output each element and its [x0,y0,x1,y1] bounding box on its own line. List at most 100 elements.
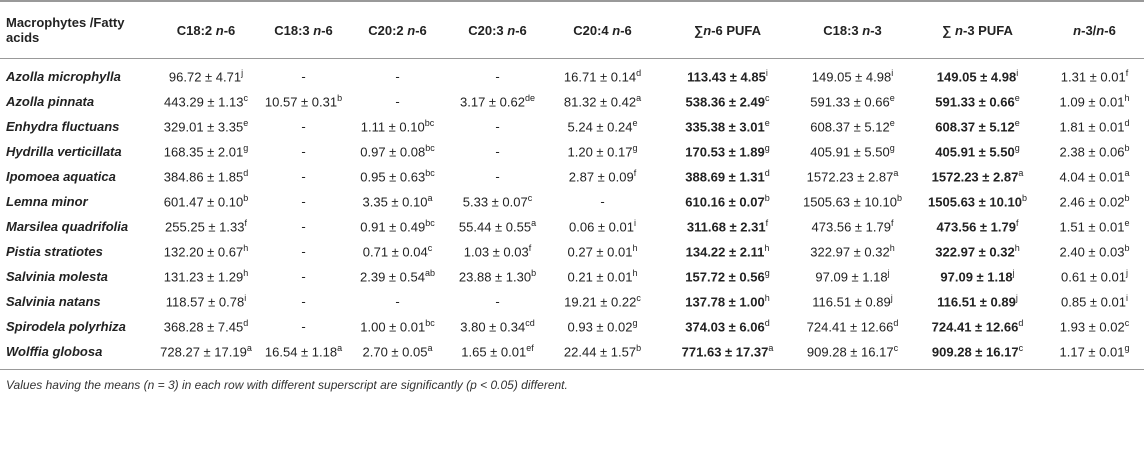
value-cell: 10.57 ± 0.31b [262,89,345,114]
significance-letter: d [764,168,770,179]
value-text: 5.33 ± 0.07 [462,194,528,210]
value-cell: 96.72 ± 4.71j [150,59,262,90]
significance-letter: h [243,268,249,279]
value-cell: 2.40 ± 0.03b [1045,239,1144,264]
value-text: 1.65 ± 0.01 [461,344,527,360]
value-text: 384.86 ± 1.85 [163,169,244,185]
significance-letter: f [244,218,247,229]
value-cell: 728.27 ± 17.19a [150,339,262,370]
value-cell: 724.41 ± 12.66d [795,314,910,339]
species-name: Spirodela polyrhiza [6,319,126,334]
value-text: 2.46 ± 0.02 [1059,194,1125,210]
value-cell: 2.87 ± 0.09f [545,164,660,189]
empty-cell: - [301,169,306,184]
header-row: Macrophytes /Fatty acids C18:2 n-6 C18:3 n… [0,1,1144,59]
value-text: 608.37 ± 5.12 [810,119,890,135]
value-cell: 1572.23 ± 2.87a [910,164,1045,189]
value-text: 0.71 ± 0.04 [362,244,428,260]
header-text: C18:3 [274,22,314,38]
significance-letter: b [764,193,770,204]
value-cell: 1572.23 ± 2.87a [795,164,910,189]
significance-letter: h [1124,93,1130,104]
species-name: Salvinia molesta [6,269,108,284]
significance-letter: g [632,318,638,329]
species-name: Ipomoea aquatica [6,169,116,184]
value-cell: 473.56 ± 1.79f [795,214,910,239]
value-cell: 608.37 ± 5.12e [910,114,1045,139]
value-text: 1.17 ± 0.01 [1059,344,1125,360]
value-cell: 405.91 ± 5.50g [910,139,1045,164]
empty-cell: - [301,244,306,259]
value-cell: 1.51 ± 0.01e [1045,214,1144,239]
significance-letter: b [1124,243,1130,254]
header-text: n [612,22,621,38]
significance-letter: e [889,93,895,104]
significance-letter: d [1018,318,1024,329]
empty-cell: - [301,69,306,84]
significance-letter: f [1015,218,1019,229]
value-text: 724.41 ± 12.66 [806,319,894,335]
significance-letter: bc [425,143,435,154]
significance-letter: e [243,118,249,129]
empty-cell: - [495,69,500,84]
value-text: 771.63 ± 17.37 [681,344,769,360]
column-header: C20:3 n-6 [450,1,545,59]
value-cell: 329.01 ± 3.35e [150,114,262,139]
header-text: ∑ [942,22,956,38]
header-text: C20:4 [573,22,613,38]
significance-letter: c [1018,343,1024,354]
value-cell: 1.81 ± 0.01d [1045,114,1144,139]
header-text: C20:3 [468,22,508,38]
value-cell: 443.29 ± 1.13c [150,89,262,114]
value-text: 19.21 ± 0.22 [564,294,637,310]
significance-letter: d [636,68,642,79]
table-row: Azolla microphylla 96.72 ± 4.71j - - - 16.71 … [0,59,1144,90]
value-text: 2.40 ± 0.03 [1059,244,1125,260]
value-cell: 473.56 ± 1.79f [910,214,1045,239]
table-row: Hydrilla verticillata 168.35 ± 2.01g -0.97… [0,139,1144,164]
value-cell: 538.36 ± 2.49c [660,89,795,114]
table-row: Ipomoea aquatica 384.86 ± 1.85d -0.95 ± 0.… [0,164,1144,189]
value-text: 2.38 ± 0.06 [1059,144,1125,160]
header-text: -6 [321,22,333,38]
significance-letter: h [1014,243,1020,254]
value-cell: 2.39 ± 0.54ab [345,264,450,289]
value-cell: 55.44 ± 0.55a [450,214,545,239]
value-cell: 368.28 ± 7.45d [150,314,262,339]
species-name: Salvinia natans [6,294,101,309]
significance-letter: b [243,193,249,204]
header-text: n [313,22,322,38]
value-text: 3.17 ± 0.62 [460,94,525,110]
value-cell: 0.91 ± 0.49bc [345,214,450,239]
significance-letter: b [1124,193,1130,204]
value-cell: 19.21 ± 0.22c [545,289,660,314]
value-text: 4.04 ± 0.01 [1059,169,1125,185]
value-cell: 322.97 ± 0.32h [910,239,1045,264]
value-cell: 591.33 ± 0.66e [795,89,910,114]
significance-letter: c [764,93,770,104]
significance-letter: i [1016,68,1019,79]
table-row: Azolla pinnata 443.29 ± 1.13c 10.57 ± 0.31… [0,89,1144,114]
header-text: -3/ [1081,22,1097,38]
value-text: 0.06 ± 0.01 [569,219,634,235]
value-text: 538.36 ± 2.49 [685,94,765,110]
significance-letter: de [524,93,535,104]
value-text: 10.57 ± 0.31 [264,94,338,110]
value-text: 1.81 ± 0.01 [1059,119,1125,135]
value-cell: 3.17 ± 0.62de [450,89,545,114]
table-row: Marsilea quadrifolia 255.25 ± 1.33f -0.91 … [0,214,1144,239]
significance-letter: j [241,68,244,79]
value-text: 22.44 ± 1.57 [563,344,637,360]
header-text: n [862,22,871,38]
empty-cell: - [495,294,500,309]
column-header: C20:4 n-6 [545,1,660,59]
value-cell: 601.47 ± 0.10b [150,189,262,214]
value-cell: 335.38 ± 3.01e [660,114,795,139]
value-cell: 771.63 ± 17.37a [660,339,795,370]
value-text: 118.57 ± 0.78 [165,294,245,310]
header-text: -3 [870,22,882,38]
value-text: 255.25 ± 1.33 [165,219,245,235]
value-text: 0.93 ± 0.02 [567,319,633,335]
value-cell: 724.41 ± 12.66d [910,314,1045,339]
significance-letter: a [1018,168,1024,179]
